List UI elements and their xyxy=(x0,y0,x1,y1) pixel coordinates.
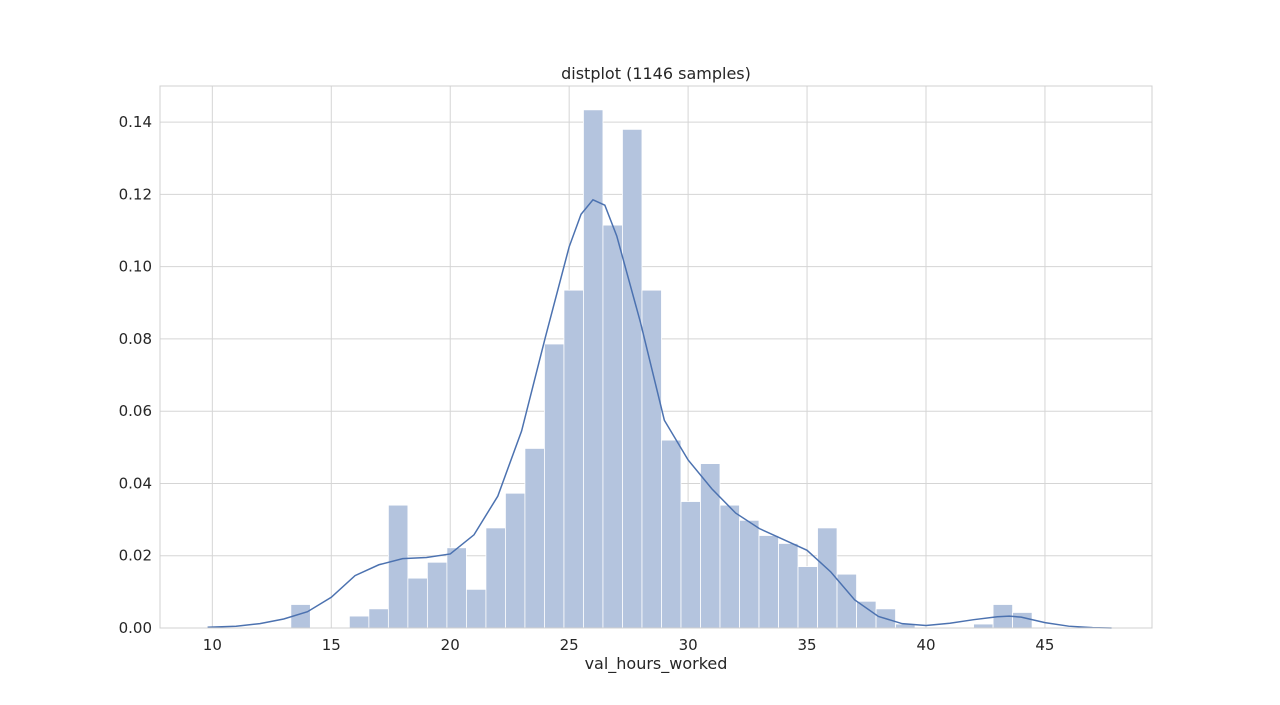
kde-curve xyxy=(207,198,1112,629)
histogram-bar xyxy=(700,463,721,629)
x-tick-label: 35 xyxy=(798,636,817,654)
histogram-bar xyxy=(446,547,467,629)
x-tick-label: 10 xyxy=(203,636,222,654)
histogram-bar xyxy=(407,577,428,629)
x-tick-label: 40 xyxy=(916,636,935,654)
histogram-bar xyxy=(622,128,643,629)
histogram-bar xyxy=(368,608,389,629)
histogram-bar xyxy=(797,566,818,629)
histogram-bar xyxy=(348,615,370,629)
histogram-bar xyxy=(719,504,740,629)
histogram-bar xyxy=(505,492,526,629)
y-tick-label: 0.12 xyxy=(119,185,152,203)
histogram-bar xyxy=(602,224,623,629)
histogram-bar xyxy=(583,109,604,629)
x-tick-label: 30 xyxy=(679,636,698,654)
y-tick-label: 0.02 xyxy=(119,547,152,565)
histogram-bar xyxy=(758,535,779,629)
histogram-bar xyxy=(661,439,682,629)
y-tick-label: 0.00 xyxy=(119,619,152,637)
histogram-bar xyxy=(426,561,448,629)
histogram-bar xyxy=(563,289,584,629)
x-tick-label: 45 xyxy=(1035,636,1054,654)
x-tick-label: 15 xyxy=(322,636,341,654)
histogram-bar xyxy=(680,501,701,629)
histogram-bar xyxy=(387,504,409,629)
y-tick-label: 0.10 xyxy=(119,258,152,276)
histogram-bar xyxy=(973,623,994,629)
x-tick-label: 25 xyxy=(560,636,579,654)
histogram-bar xyxy=(778,543,799,629)
x-tick-label: 20 xyxy=(441,636,460,654)
y-tick-label: 0.08 xyxy=(119,330,152,348)
x-axis-label: val_hours_worked xyxy=(585,654,728,674)
chart-title: distplot (1146 samples) xyxy=(561,64,751,83)
histogram-bar xyxy=(524,448,545,629)
histogram-bar xyxy=(466,588,487,629)
histogram-bar xyxy=(1012,612,1033,629)
y-tick-label: 0.14 xyxy=(119,113,152,131)
histogram-bar xyxy=(739,519,760,629)
histogram-bar xyxy=(485,527,506,629)
x-tick-labels: 10 15 20 25 30 35 40 45 xyxy=(203,636,1055,654)
histogram-bar xyxy=(817,527,838,629)
y-tick-label: 0.06 xyxy=(119,402,152,420)
y-tick-labels: 0.00 0.02 0.04 0.06 0.08 0.10 0.12 0.14 xyxy=(119,113,152,637)
plot-frame xyxy=(159,85,1153,629)
y-tick-label: 0.04 xyxy=(119,474,152,492)
histogram-bars xyxy=(290,109,1033,629)
histogram-bar xyxy=(544,343,565,629)
histogram-bar xyxy=(856,600,877,629)
